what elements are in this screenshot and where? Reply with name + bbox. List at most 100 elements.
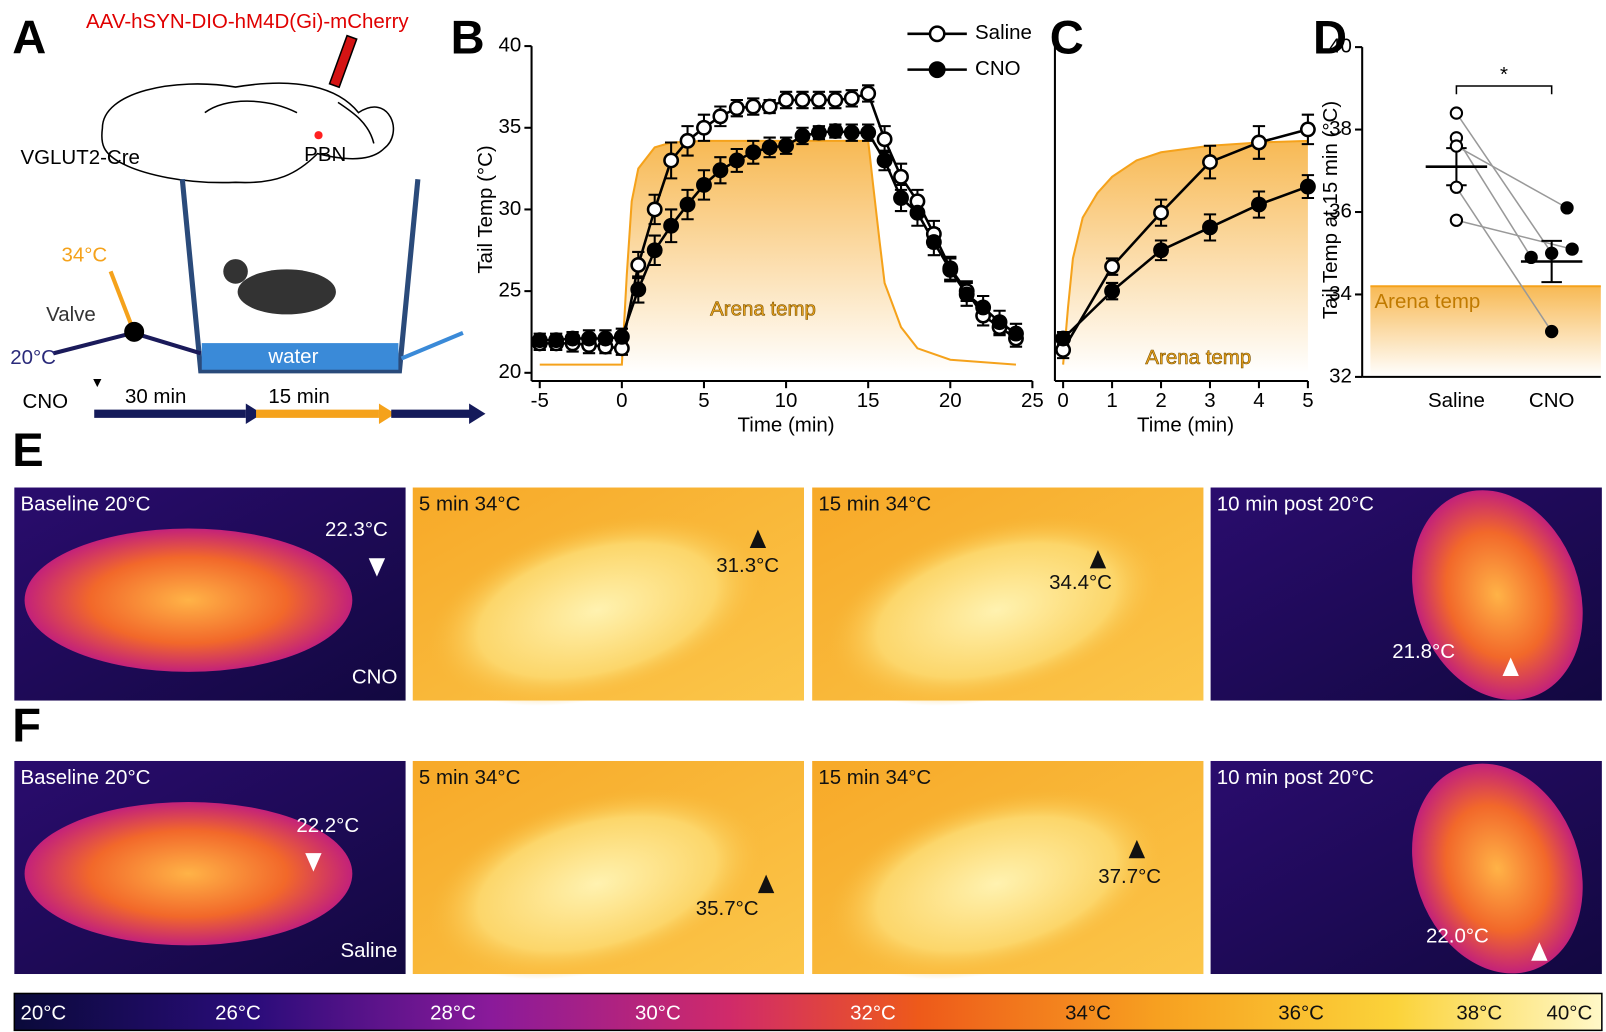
pipe-out	[400, 330, 464, 361]
x-axis-label: Time (min)	[1137, 413, 1234, 436]
pipe-warm	[108, 270, 136, 331]
mouse-body	[826, 788, 1167, 980]
mouse-body	[427, 515, 767, 706]
marker	[1153, 204, 1169, 221]
marker	[1008, 325, 1024, 342]
marker	[712, 162, 729, 179]
x-tick-label: 25	[1021, 389, 1044, 412]
mouse-body	[1412, 490, 1583, 700]
drug-label: CNO	[23, 390, 69, 413]
colorbar-label: 34°C	[1065, 1001, 1111, 1024]
x-tick-label: 0	[1057, 389, 1068, 412]
mouse	[237, 269, 336, 315]
temp-label: 34.4°C	[1049, 571, 1112, 594]
x-tick-label: 0	[616, 389, 627, 412]
area-fill	[1063, 140, 1308, 373]
colorbar-label: 38°C	[1456, 1001, 1502, 1024]
x-tick-label: -5	[531, 389, 549, 412]
x-tick-label: 3	[1204, 389, 1215, 412]
marker	[1104, 258, 1121, 275]
colorbar-label: 36°C	[1278, 1001, 1324, 1024]
cold-label: 20°C	[10, 346, 56, 369]
panel-letter: E	[12, 423, 43, 476]
y-tick-label: 35	[499, 115, 522, 138]
water-label: water	[267, 345, 318, 368]
marker	[958, 286, 975, 303]
arrowhead	[1531, 942, 1548, 961]
pbn-dot	[314, 131, 323, 140]
marker	[909, 204, 926, 221]
x-tick-label: 5	[698, 389, 709, 412]
legend-marker	[928, 61, 946, 79]
y-tick-label: 20	[499, 360, 522, 383]
y-tick-label: 34	[1329, 282, 1352, 305]
marker	[1202, 154, 1218, 171]
mouse-body	[427, 788, 767, 980]
marker	[860, 85, 877, 102]
mouse-body	[826, 515, 1167, 706]
x-tick-label: 2	[1155, 389, 1166, 412]
y-tick-label: 30	[499, 197, 522, 220]
condition-label: Saline	[340, 939, 397, 962]
arrowhead	[1089, 549, 1107, 569]
marker	[925, 234, 942, 251]
dot	[1560, 201, 1574, 215]
dot	[1565, 242, 1579, 256]
marker	[778, 137, 795, 154]
image-label: 10 min post 20°C	[1217, 492, 1374, 515]
arrowhead	[378, 403, 396, 425]
legend-label: CNO	[975, 57, 1021, 80]
temp-label: 21.8°C	[1392, 640, 1455, 663]
y-tick-label: 25	[499, 279, 522, 302]
schematic	[52, 34, 486, 425]
marker	[696, 119, 712, 136]
x-tick-label: Saline	[1428, 389, 1485, 412]
marker	[1055, 330, 1072, 347]
marker	[975, 299, 992, 316]
marker	[876, 152, 893, 169]
colorbar-label: 28°C	[430, 1001, 476, 1024]
area-line	[1062, 139, 1308, 365]
image-label: 15 min 34°C	[818, 766, 931, 789]
legend-label: Saline	[975, 21, 1032, 44]
dot	[1449, 139, 1464, 153]
marker	[728, 100, 745, 117]
y-tick-label: 36	[1329, 199, 1352, 222]
marker	[564, 330, 581, 347]
figure-body: AAV-hSYN-DIO-hM4D(Gi)-mCherry VGLUT2-Cre…	[10, 10, 1603, 1032]
pair-line	[1455, 137, 1532, 258]
image-label: 5 min 34°C	[419, 492, 520, 515]
marker	[761, 98, 778, 115]
x-tick-label: 5	[1302, 389, 1313, 412]
syringe	[328, 34, 358, 89]
marker	[630, 257, 647, 273]
temp-label: 22.3°C	[325, 518, 388, 541]
valve-label: Valve	[46, 303, 96, 326]
marker	[663, 217, 680, 234]
marker	[728, 152, 745, 169]
annotation: Arena temp	[1145, 346, 1251, 369]
marker	[761, 139, 778, 156]
panel-letter: F	[12, 699, 41, 752]
marker	[876, 131, 893, 148]
dot	[1449, 180, 1464, 194]
image-label: Baseline 20°C	[20, 492, 150, 515]
colorbar-label: 26°C	[215, 1001, 261, 1024]
marker	[843, 124, 860, 141]
temp-label: 31.3°C	[716, 554, 779, 577]
warm-label: 34°C	[61, 243, 107, 266]
marker	[548, 332, 565, 349]
marker	[1153, 242, 1169, 259]
mouse-body	[24, 528, 353, 672]
arrowhead	[1128, 839, 1146, 859]
panel-letter: A	[12, 10, 46, 63]
image-label: 15 min 34°C	[818, 492, 931, 515]
marker	[942, 261, 959, 278]
dot	[1545, 324, 1559, 339]
image-label: Baseline 20°C	[20, 766, 150, 789]
marker	[827, 92, 844, 108]
marker	[1104, 283, 1121, 300]
x-tick-label: 4	[1253, 389, 1264, 412]
brain-line	[204, 100, 298, 114]
marker	[794, 92, 811, 108]
